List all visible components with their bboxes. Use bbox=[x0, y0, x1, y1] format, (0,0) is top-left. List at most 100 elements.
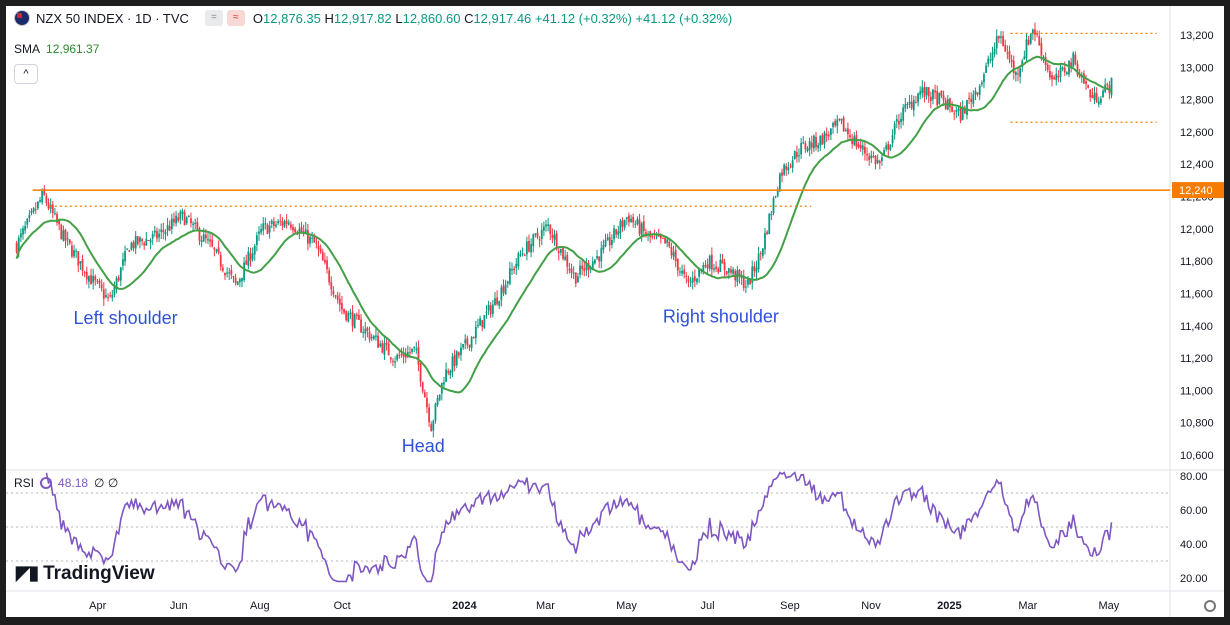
candle-body bbox=[413, 346, 416, 349]
candle-body bbox=[494, 298, 496, 306]
candle-body bbox=[791, 160, 794, 168]
candle-body bbox=[662, 237, 664, 239]
candle-body bbox=[902, 107, 905, 121]
candle-body bbox=[460, 347, 462, 355]
chart-canvas: Left shoulder Head Right shoulder 10,600 10,… bbox=[6, 6, 1224, 617]
candle-body bbox=[1106, 83, 1109, 85]
candle-body bbox=[281, 221, 284, 226]
candle-body bbox=[553, 234, 556, 240]
candle-body bbox=[744, 286, 747, 288]
candle-body bbox=[143, 243, 146, 246]
price-tick-label: 11,200 bbox=[1180, 353, 1213, 365]
candle-body bbox=[1048, 71, 1051, 78]
candle-body bbox=[793, 150, 796, 159]
candle-body bbox=[417, 347, 420, 365]
candle-body bbox=[555, 233, 558, 250]
candle-body bbox=[615, 229, 618, 235]
candle-body bbox=[1000, 36, 1002, 38]
candle-body bbox=[158, 233, 160, 238]
candle-body bbox=[906, 104, 909, 106]
candle-body bbox=[249, 253, 252, 262]
candle-body bbox=[525, 241, 528, 255]
candle-body bbox=[632, 216, 635, 223]
collapse-legend-button[interactable]: ^ bbox=[14, 64, 38, 84]
candle-body bbox=[385, 342, 388, 345]
candle-body bbox=[24, 226, 27, 231]
candle-body bbox=[153, 230, 156, 233]
candle-body bbox=[334, 295, 337, 297]
candle-body bbox=[844, 129, 847, 132]
candle-body bbox=[985, 65, 987, 73]
price-tick-label: 13,000 bbox=[1180, 62, 1214, 74]
candle-body bbox=[898, 120, 900, 125]
candle-body bbox=[819, 135, 822, 146]
candle-body bbox=[491, 304, 494, 314]
candle-body bbox=[15, 242, 18, 253]
candle-body bbox=[747, 278, 749, 285]
candle-body bbox=[604, 239, 607, 247]
candle-body bbox=[530, 243, 533, 253]
time-tick-label: Mar bbox=[536, 600, 555, 612]
candle-body bbox=[122, 259, 124, 266]
candle-body bbox=[245, 260, 248, 265]
candle-body bbox=[113, 287, 116, 295]
candle-body bbox=[45, 195, 48, 204]
candle-body bbox=[942, 95, 945, 101]
open-value: 12,876.35 bbox=[263, 10, 321, 26]
candle-body bbox=[230, 270, 233, 275]
candle-body bbox=[870, 155, 873, 159]
candle-body bbox=[717, 268, 720, 273]
candle-body bbox=[196, 221, 199, 229]
candle-body bbox=[126, 248, 129, 250]
candle-body bbox=[987, 58, 990, 65]
candle-body bbox=[398, 355, 401, 357]
price-tick-label: 12,000 bbox=[1180, 224, 1214, 236]
tradingview-logo[interactable]: ◤▮ TradingView bbox=[16, 562, 155, 585]
nz-flag-icon bbox=[14, 10, 30, 26]
close-value: 12,917.46 bbox=[473, 10, 532, 26]
candle-body bbox=[453, 354, 456, 367]
candle-body bbox=[468, 344, 471, 348]
candle-body bbox=[842, 117, 845, 132]
candle-body bbox=[821, 135, 824, 145]
candle-body bbox=[262, 223, 265, 231]
sma-legend[interactable]: SMA 12,961.37 bbox=[14, 42, 99, 56]
candle-body bbox=[1010, 59, 1013, 63]
candle-body bbox=[970, 98, 973, 102]
candle-body bbox=[247, 251, 250, 267]
candle-body bbox=[202, 234, 205, 242]
rsi-legend[interactable]: RSI 48.18 ∅ ∅ bbox=[14, 476, 118, 490]
candle-body bbox=[710, 254, 713, 270]
candle-body bbox=[1046, 64, 1049, 71]
symbol-title[interactable]: NZX 50 INDEX · 1D · TVC bbox=[36, 10, 189, 26]
candle-body bbox=[1019, 68, 1022, 77]
candle-body bbox=[324, 259, 326, 263]
equals-toggle-icon[interactable]: = bbox=[204, 10, 223, 26]
rsi-tick-label: 40.00 bbox=[1180, 539, 1208, 551]
price-tag-box bbox=[1172, 182, 1224, 199]
candle-body bbox=[170, 218, 173, 230]
candle-body bbox=[219, 255, 222, 267]
candle-body bbox=[640, 223, 643, 236]
candle-body bbox=[71, 245, 73, 257]
sma-label: SMA bbox=[14, 42, 41, 56]
candle-body bbox=[345, 311, 348, 321]
candle-body bbox=[1053, 77, 1056, 80]
candle-body bbox=[338, 299, 341, 305]
candle-body bbox=[364, 328, 367, 334]
candle-body bbox=[698, 268, 700, 277]
time-tick-label: May bbox=[616, 600, 637, 612]
candle-body bbox=[17, 237, 20, 253]
chart-settings-icon[interactable] bbox=[1204, 600, 1216, 612]
candle-body bbox=[34, 209, 37, 211]
candle-body bbox=[630, 218, 632, 223]
wave-toggle-icon[interactable]: ≈ bbox=[226, 10, 245, 26]
candle-body bbox=[923, 87, 926, 97]
candle-body bbox=[519, 254, 522, 256]
candle-body bbox=[517, 253, 520, 267]
candle-body bbox=[392, 360, 394, 362]
candle-body bbox=[1074, 54, 1077, 65]
candle-body bbox=[372, 336, 375, 339]
candle-body bbox=[696, 278, 698, 283]
candle-body bbox=[774, 196, 777, 198]
